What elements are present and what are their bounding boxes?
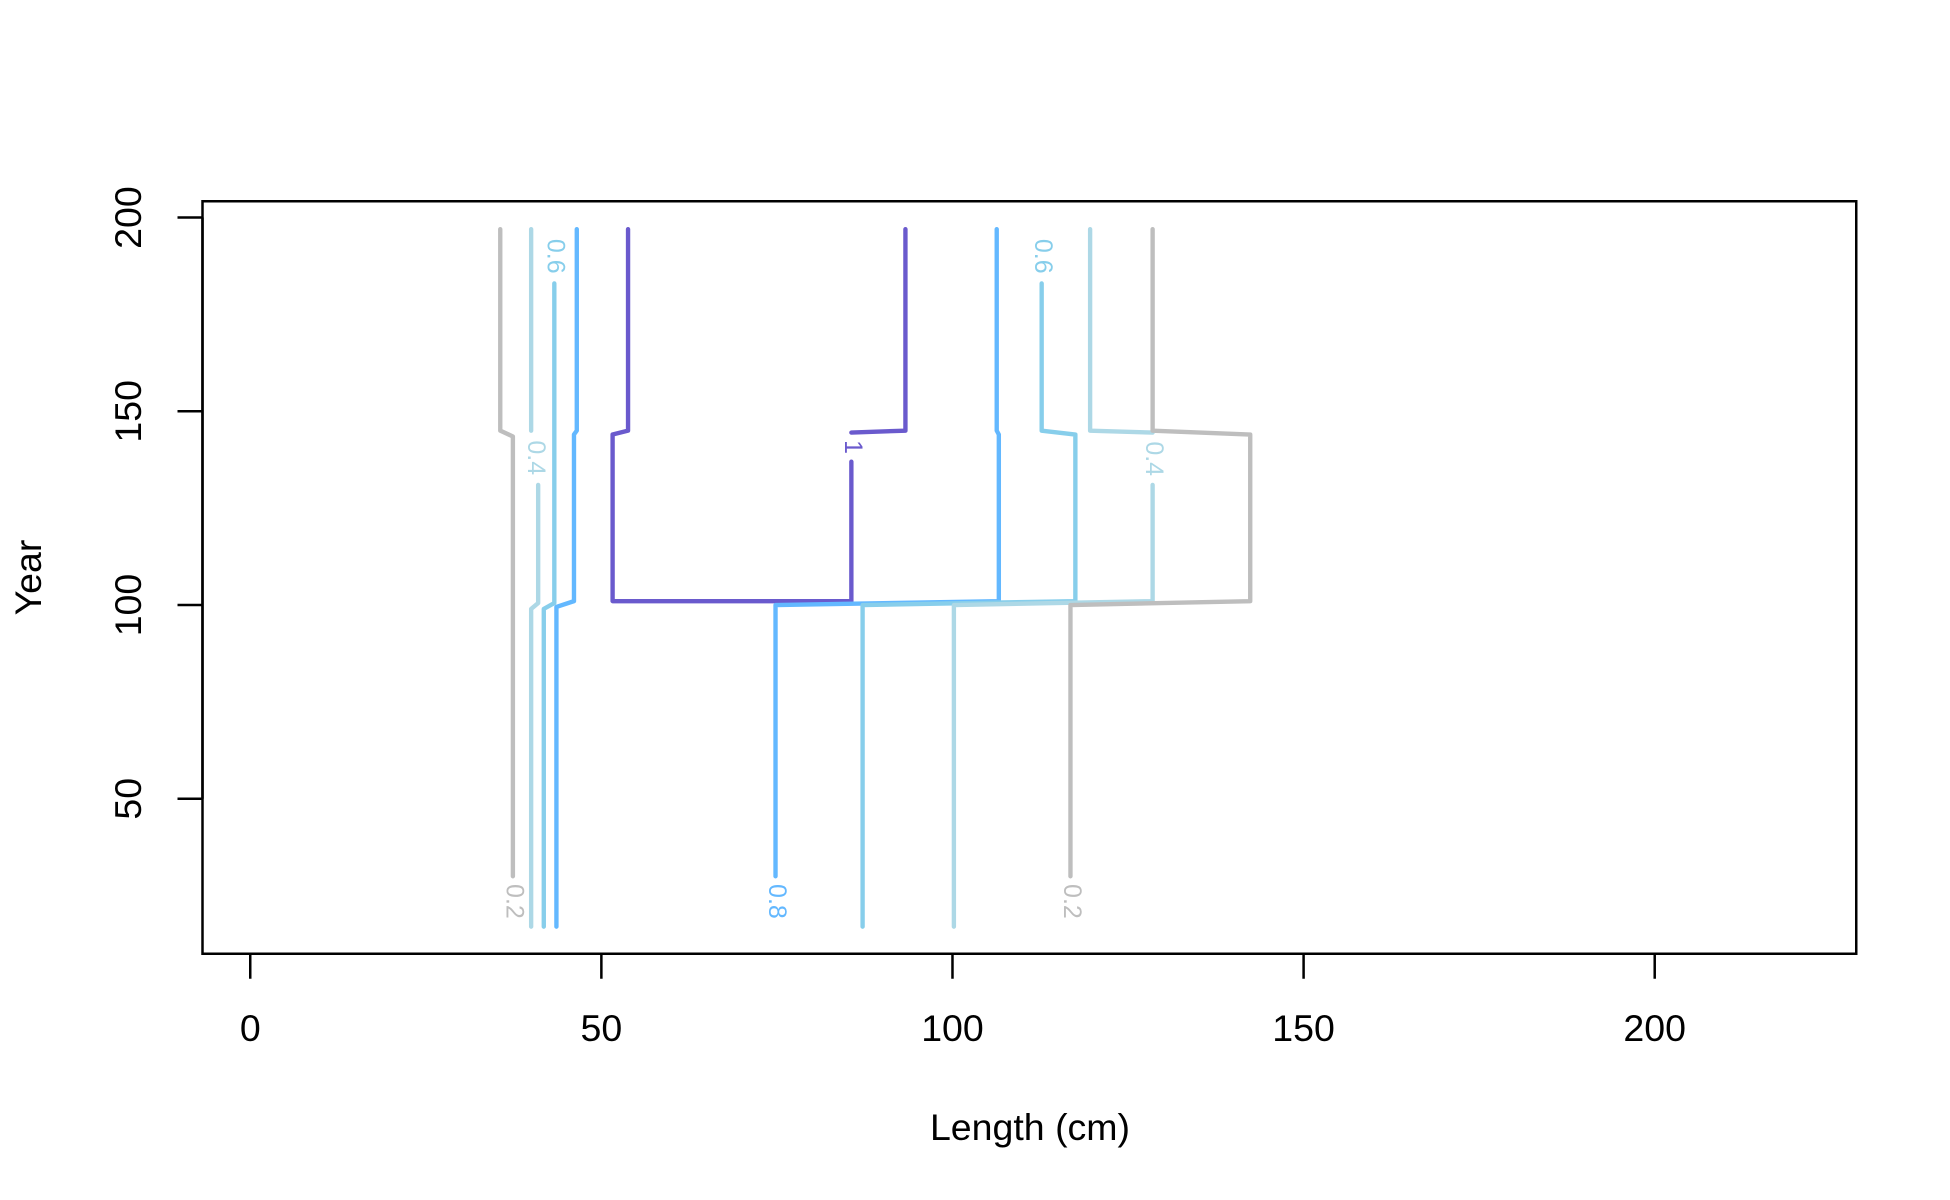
contour-line [554, 226, 579, 929]
contour-label: 0.6 [542, 239, 570, 274]
x-tick-label: 150 [1272, 1007, 1335, 1049]
y-tick-label: 50 [107, 778, 149, 820]
plot-frame [201, 200, 1858, 955]
contour-label: 0.4 [1140, 441, 1168, 476]
contour-line [541, 281, 557, 929]
x-tick-label: 100 [921, 1007, 984, 1049]
contour-line [776, 229, 999, 926]
contour-line [1070, 229, 1250, 926]
x-axis-label: Length (cm) [930, 1106, 1130, 1148]
y-axis-label: Year [7, 540, 49, 616]
y-tick-label: 100 [107, 574, 149, 637]
y-tick-label: 150 [107, 380, 149, 443]
x-tick-label: 50 [581, 1007, 623, 1049]
contour-line [528, 226, 541, 929]
y-tick-label: 200 [107, 186, 149, 249]
contour-label: 0.6 [1029, 239, 1057, 274]
contour-label: 0.2 [500, 884, 528, 919]
x-tick-label: 200 [1623, 1007, 1686, 1049]
contour-line [610, 226, 908, 604]
contour-line [951, 226, 1155, 929]
x-tick-label: 0 [240, 1007, 261, 1049]
contour-label: 1 [839, 440, 867, 454]
contour-line [500, 229, 513, 926]
contour-line [860, 281, 1078, 929]
contour-label: 0.2 [1058, 884, 1086, 919]
contour-label: 0.4 [522, 440, 550, 475]
contour-label: 0.8 [763, 884, 791, 919]
